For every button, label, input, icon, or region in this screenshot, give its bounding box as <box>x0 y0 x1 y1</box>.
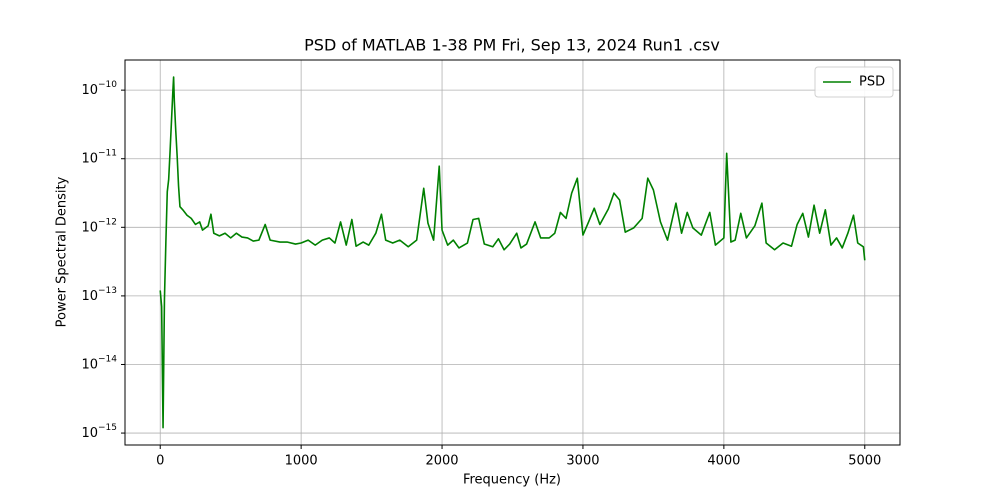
legend-box <box>814 66 894 98</box>
x-axis-label: Frequency (Hz) <box>463 473 561 488</box>
y-tick-label: 10−10 <box>81 80 117 98</box>
x-tick-label: 5000 <box>848 454 881 469</box>
y-tick-label: 10−14 <box>81 354 117 372</box>
x-tick-label: 3000 <box>566 454 599 469</box>
plot-frame <box>124 59 901 446</box>
legend-label: PSD <box>859 75 885 90</box>
y-tick-label: 10−12 <box>81 217 117 235</box>
x-tick-label: 4000 <box>707 454 740 469</box>
y-axis-label: Power Spectral Density <box>55 176 70 327</box>
data-line <box>159 76 866 429</box>
y-tick-label: 10−13 <box>81 285 117 303</box>
y-tick-label: 10−11 <box>81 148 117 166</box>
x-tick-label: 0 <box>156 454 164 469</box>
chart-title: PSD of MATLAB 1-38 PM Fri, Sep 13, 2024 … <box>304 36 720 55</box>
x-tick-label: 2000 <box>425 454 458 469</box>
x-tick-label: 1000 <box>285 454 318 469</box>
y-tick-label: 10−15 <box>81 423 117 441</box>
